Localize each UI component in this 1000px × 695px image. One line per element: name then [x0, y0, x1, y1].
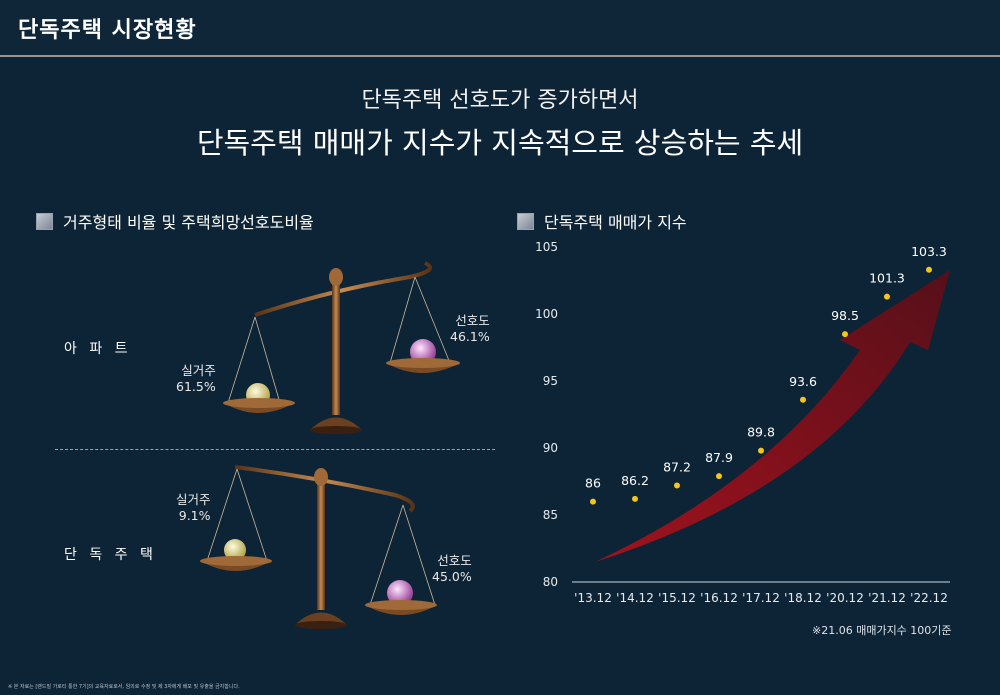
header-bar: 단독주택 시장현황	[0, 0, 1000, 57]
data-label: 93.6	[789, 374, 817, 389]
data-label: 101.3	[869, 271, 905, 286]
x-tick-label: '14.12	[616, 591, 654, 605]
x-tick-label: '13.12	[574, 591, 612, 605]
data-point	[926, 266, 932, 273]
y-tick-label: 95	[543, 374, 558, 388]
balance-scale-icon	[223, 261, 460, 434]
data-label: 86.2	[621, 473, 649, 488]
data-point	[716, 473, 722, 480]
data-label: 98.5	[831, 308, 859, 323]
x-tick-label: '17.12	[742, 591, 780, 605]
data-label: 103.3	[911, 244, 947, 259]
apartment-preference-value: 46.1%	[450, 329, 490, 344]
row-label-house: 단 독 주 택	[64, 547, 157, 563]
headline: 단독주택 선호도가 증가하면서 단독주택 매매가 지수가 지속적으로 상승하는 …	[0, 82, 1000, 162]
right-section-heading: 단독주택 매매가 지수	[517, 209, 687, 233]
data-label: 86	[585, 476, 601, 491]
x-tick-label: '22.12	[910, 591, 948, 605]
y-tick-label: 90	[543, 441, 558, 455]
headline-line1: 단독주택 선호도가 증가하면서	[361, 88, 639, 113]
house-preference-label: 선호도 45.0%	[432, 553, 472, 585]
x-tick-label: '16.12	[700, 591, 738, 605]
left-section-heading: 거주형태 비율 및 주택희망선호도비율	[36, 209, 314, 233]
y-tick-label: 105	[535, 240, 558, 254]
data-point	[800, 396, 806, 403]
data-point	[590, 498, 596, 505]
x-tick-label: '20.12	[826, 591, 864, 605]
footer-disclaimer: ※ 본 자료는 [랜드빌 가로티 통한 7기]의 교육자료로서, 임의로 수정 …	[8, 684, 240, 690]
page-title: 단독주택 시장현황	[18, 18, 197, 43]
x-tick-label: '21.12	[868, 591, 906, 605]
y-tick-label: 80	[543, 575, 558, 589]
data-label: 89.8	[747, 425, 775, 440]
data-point	[632, 495, 638, 502]
balance-scale-icon	[200, 465, 437, 629]
data-point	[758, 447, 764, 454]
house-actual-value: 9.1%	[178, 508, 211, 523]
data-point	[884, 293, 890, 300]
apartment-preference-label: 선호도 46.1%	[450, 313, 490, 345]
x-tick-label: '15.12	[658, 591, 696, 605]
y-tick-label: 100	[535, 307, 558, 321]
house-preference-value: 45.0%	[432, 569, 472, 584]
house-actual-name: 실거주	[176, 492, 211, 507]
data-point	[842, 331, 848, 338]
square-bullet-icon	[36, 212, 53, 230]
left-section-title: 거주형태 비율 및 주택희망선호도비율	[63, 213, 314, 232]
x-tick-label: '18.12	[784, 591, 822, 605]
house-actual-label: 실거주 9.1%	[176, 492, 211, 524]
apartment-actual-label: 실거주 61.5%	[176, 363, 216, 395]
price-index-chart: 80 85 90 95 100 105 '13.12 '14.12 '15.12 '16.12 '1…	[535, 240, 950, 605]
apartment-actual-name: 실거주	[181, 363, 216, 378]
trend-arrow	[595, 270, 950, 562]
data-label: 87.2	[663, 460, 691, 475]
square-bullet-icon	[517, 212, 534, 230]
data-label: 87.9	[705, 450, 733, 465]
row-divider	[55, 449, 495, 450]
right-section-title: 단독주택 매매가 지수	[544, 213, 687, 232]
headline-line2: 단독주택 매매가 지수가 지속적으로 상승하는 추세	[196, 126, 804, 160]
apartment-preference-name: 선호도	[455, 313, 490, 328]
chart-note: ※21.06 매매가지수 100기준	[812, 624, 952, 637]
y-tick-label: 85	[543, 508, 558, 522]
data-point	[674, 482, 680, 489]
row-label-apartment: 아 파 트	[64, 341, 132, 357]
house-preference-name: 선호도	[437, 553, 472, 568]
apartment-actual-value: 61.5%	[176, 379, 216, 394]
